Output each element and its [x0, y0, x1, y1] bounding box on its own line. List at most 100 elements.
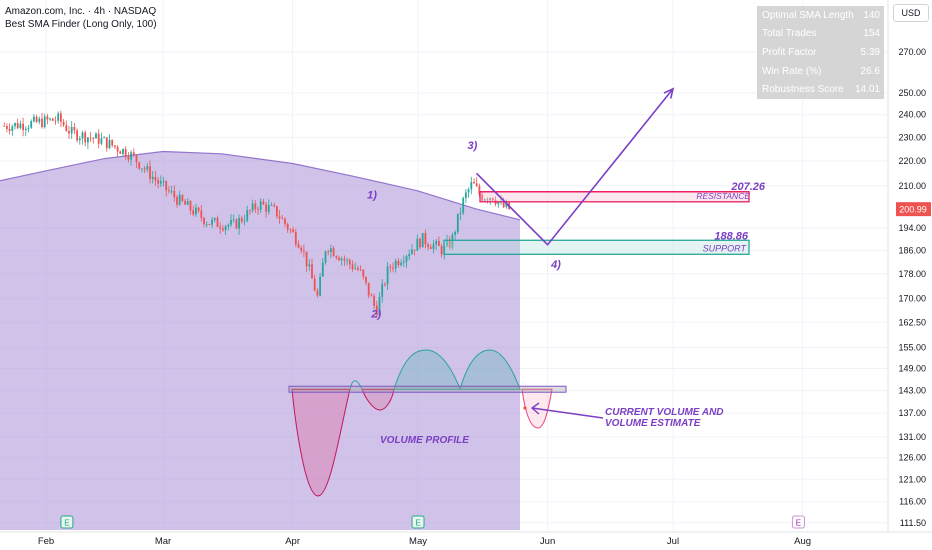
candle-body — [122, 149, 124, 154]
wave-label: 3) — [467, 140, 477, 152]
candle-body — [489, 198, 492, 201]
price-tick-label: 230.00 — [898, 132, 926, 142]
candle-body — [141, 168, 143, 170]
projection-arrowhead — [663, 87, 675, 99]
candle-body — [43, 116, 46, 128]
resistance-price-label: 207.26 — [730, 181, 766, 193]
currency-button[interactable]: USD — [893, 4, 929, 22]
price-tick-label: 143.00 — [898, 385, 926, 395]
time-tick-label: Apr — [285, 536, 300, 547]
candle-body — [57, 113, 60, 121]
candle-body — [138, 162, 141, 169]
candle-body — [378, 296, 381, 316]
candle-body — [30, 121, 33, 128]
support-zone — [443, 239, 750, 255]
stats-label: Profit Factor — [762, 46, 817, 58]
candle-body — [389, 266, 392, 268]
sma-fill — [0, 151, 520, 530]
time-tick-label: Aug — [794, 536, 811, 547]
candle-body — [38, 118, 41, 122]
candle-body — [273, 205, 276, 207]
candle-body — [130, 152, 132, 160]
volume-arrowhead — [530, 402, 540, 415]
candle-body — [170, 190, 173, 192]
support-label: SUPPORT — [703, 243, 748, 253]
indicator-title[interactable]: Best SMA Finder (Long Only, 100) — [5, 19, 157, 30]
current-volume-dot — [523, 406, 527, 410]
volume-profile-bar — [288, 385, 567, 393]
time-axis: Feb Mar Apr May Jun Jul Aug — [0, 531, 932, 547]
candle-body — [505, 202, 508, 208]
support-price-label: 188.86 — [714, 230, 749, 242]
candle-body — [127, 156, 130, 160]
stats-row: Total Trades 154 — [757, 25, 884, 44]
price-tick-label: 149.00 — [898, 363, 926, 373]
candle-body — [84, 132, 87, 143]
candle-body — [176, 197, 178, 205]
candle-body — [321, 262, 324, 277]
earnings-marker-label: E — [64, 519, 69, 528]
projection-line — [475, 88, 674, 246]
candle-body — [416, 238, 419, 251]
earnings-marker-label: E — [796, 519, 801, 528]
earnings-marker[interactable] — [60, 515, 74, 529]
candle-body — [14, 122, 16, 127]
candle-body — [467, 189, 470, 193]
candle-body — [235, 219, 238, 229]
candle-body — [189, 201, 192, 211]
candle-body — [192, 210, 195, 215]
symbol-title[interactable]: Amazon.com, Inc. · 4h · NASDAQ — [5, 6, 157, 17]
candle-body — [375, 305, 378, 316]
candle-body — [51, 118, 54, 121]
earnings-marker[interactable] — [411, 515, 425, 529]
stats-label: Total Trades — [762, 28, 817, 40]
candle-body — [475, 183, 478, 187]
candle-body — [419, 238, 421, 248]
candle-body — [456, 213, 459, 233]
candle-body — [267, 205, 270, 212]
candle-body — [54, 120, 57, 122]
candle-body — [462, 197, 465, 213]
candle-body — [454, 232, 456, 235]
stats-value: 140 — [863, 9, 880, 21]
price-tick-label: 240.00 — [898, 110, 926, 120]
candle-body — [33, 116, 35, 122]
stats-label: Win Rate (%) — [762, 65, 822, 77]
price-tick-label: 131.00 — [898, 432, 926, 442]
candle-body — [208, 224, 211, 225]
candle-body — [76, 130, 78, 141]
chart-annotations: 1) 2) 3) 4) VOLUME PROFILE CURRENT VOLUME AND… — [367, 140, 723, 446]
volume-lobe — [459, 349, 521, 390]
candle-body — [429, 247, 432, 249]
earnings-marker[interactable] — [791, 515, 805, 529]
current-volume-label: VOLUME ESTIMATE — [605, 418, 701, 429]
candle-body — [103, 137, 105, 139]
stats-value: 14.01 — [854, 84, 880, 96]
candlestick-series — [3, 110, 510, 318]
candle-body — [157, 180, 159, 184]
price-tick-label: 210.00 — [898, 181, 926, 191]
candle-body — [502, 201, 505, 208]
candle-body — [270, 205, 273, 206]
candle-body — [278, 216, 281, 219]
stats-value: 5.39 — [860, 46, 880, 58]
candle-body — [162, 180, 165, 182]
candle-body — [259, 201, 262, 210]
price-tick-label: 126.00 — [898, 453, 926, 463]
candle-body — [184, 200, 186, 205]
price-tick-label: 155.00 — [898, 342, 926, 352]
candle-body — [397, 260, 400, 265]
price-tick-label: 250.00 — [898, 88, 926, 98]
time-tick-label: May — [409, 536, 427, 547]
candle-body — [330, 248, 332, 253]
candle-body — [249, 210, 251, 212]
candle-body — [340, 258, 343, 261]
stats-value: 154 — [863, 28, 880, 40]
candle-body — [357, 268, 359, 270]
candle-body — [294, 232, 297, 245]
candle-body — [343, 258, 346, 261]
candle-body — [257, 209, 259, 211]
candle-body — [497, 202, 500, 205]
